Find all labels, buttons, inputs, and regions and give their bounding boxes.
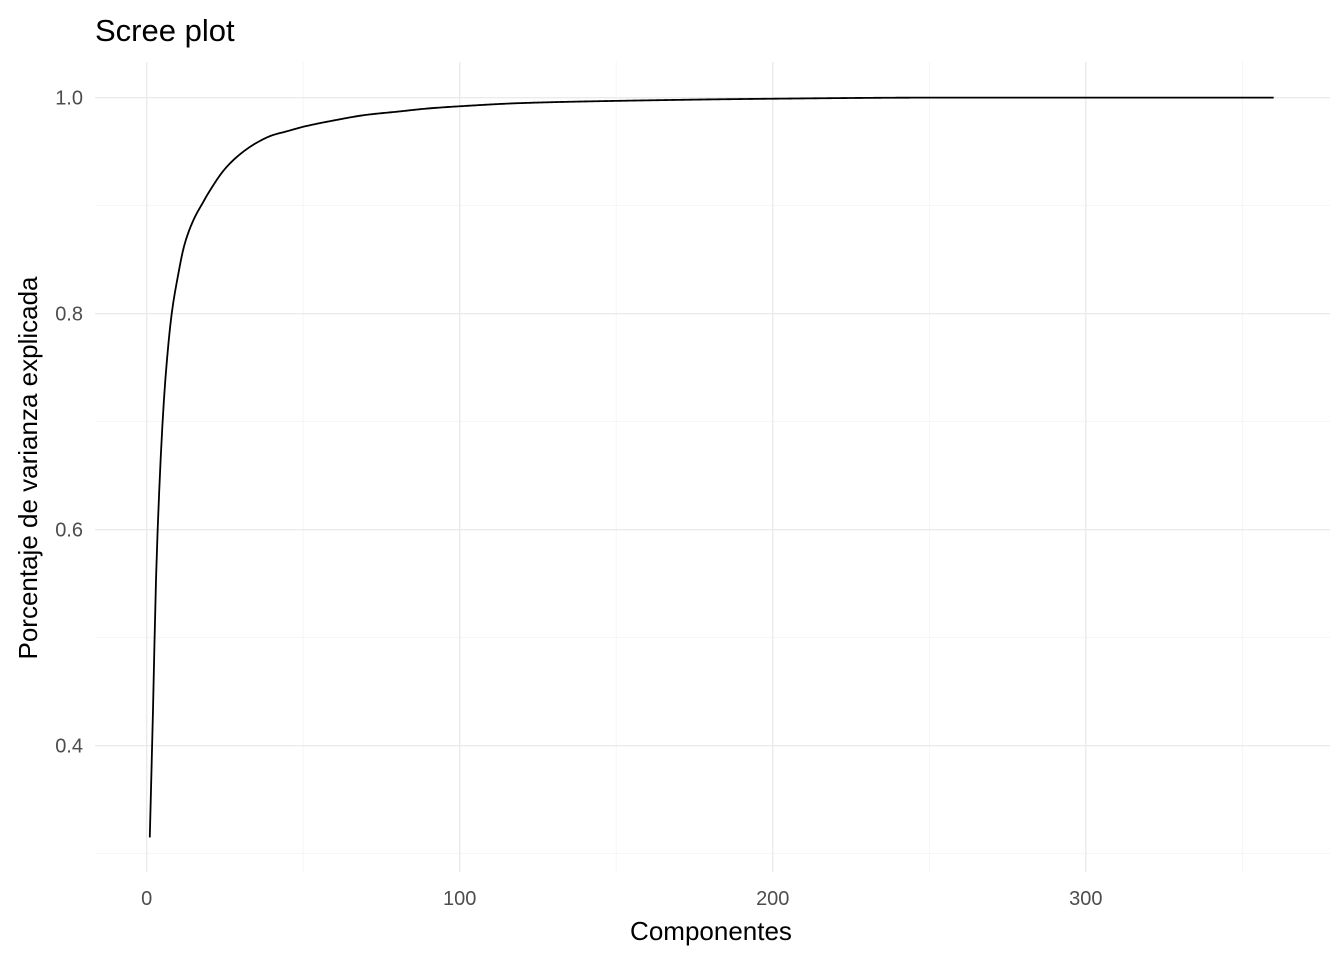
axis-layer: 0 100 200 300 0.4 0.6 0.8 1.0 bbox=[55, 88, 1102, 910]
x-tick-label: 300 bbox=[1069, 888, 1102, 910]
grid-layer bbox=[95, 62, 1330, 872]
x-axis-title: Componentes bbox=[630, 916, 792, 946]
y-axis-title: Porcentaje de varianza explicada bbox=[13, 276, 43, 660]
series-layer bbox=[148, 96, 1274, 838]
y-tick-label: 0.4 bbox=[55, 736, 83, 758]
x-tick-label: 100 bbox=[443, 888, 476, 910]
x-tick-label: 0 bbox=[141, 888, 152, 910]
y-tick-label: 1.0 bbox=[55, 88, 83, 110]
chart-title: Scree plot bbox=[95, 13, 235, 48]
x-tick-label: 200 bbox=[756, 888, 789, 910]
series-line bbox=[148, 96, 1274, 838]
y-tick-label: 0.6 bbox=[55, 520, 83, 542]
y-tick-label: 0.8 bbox=[55, 304, 83, 326]
